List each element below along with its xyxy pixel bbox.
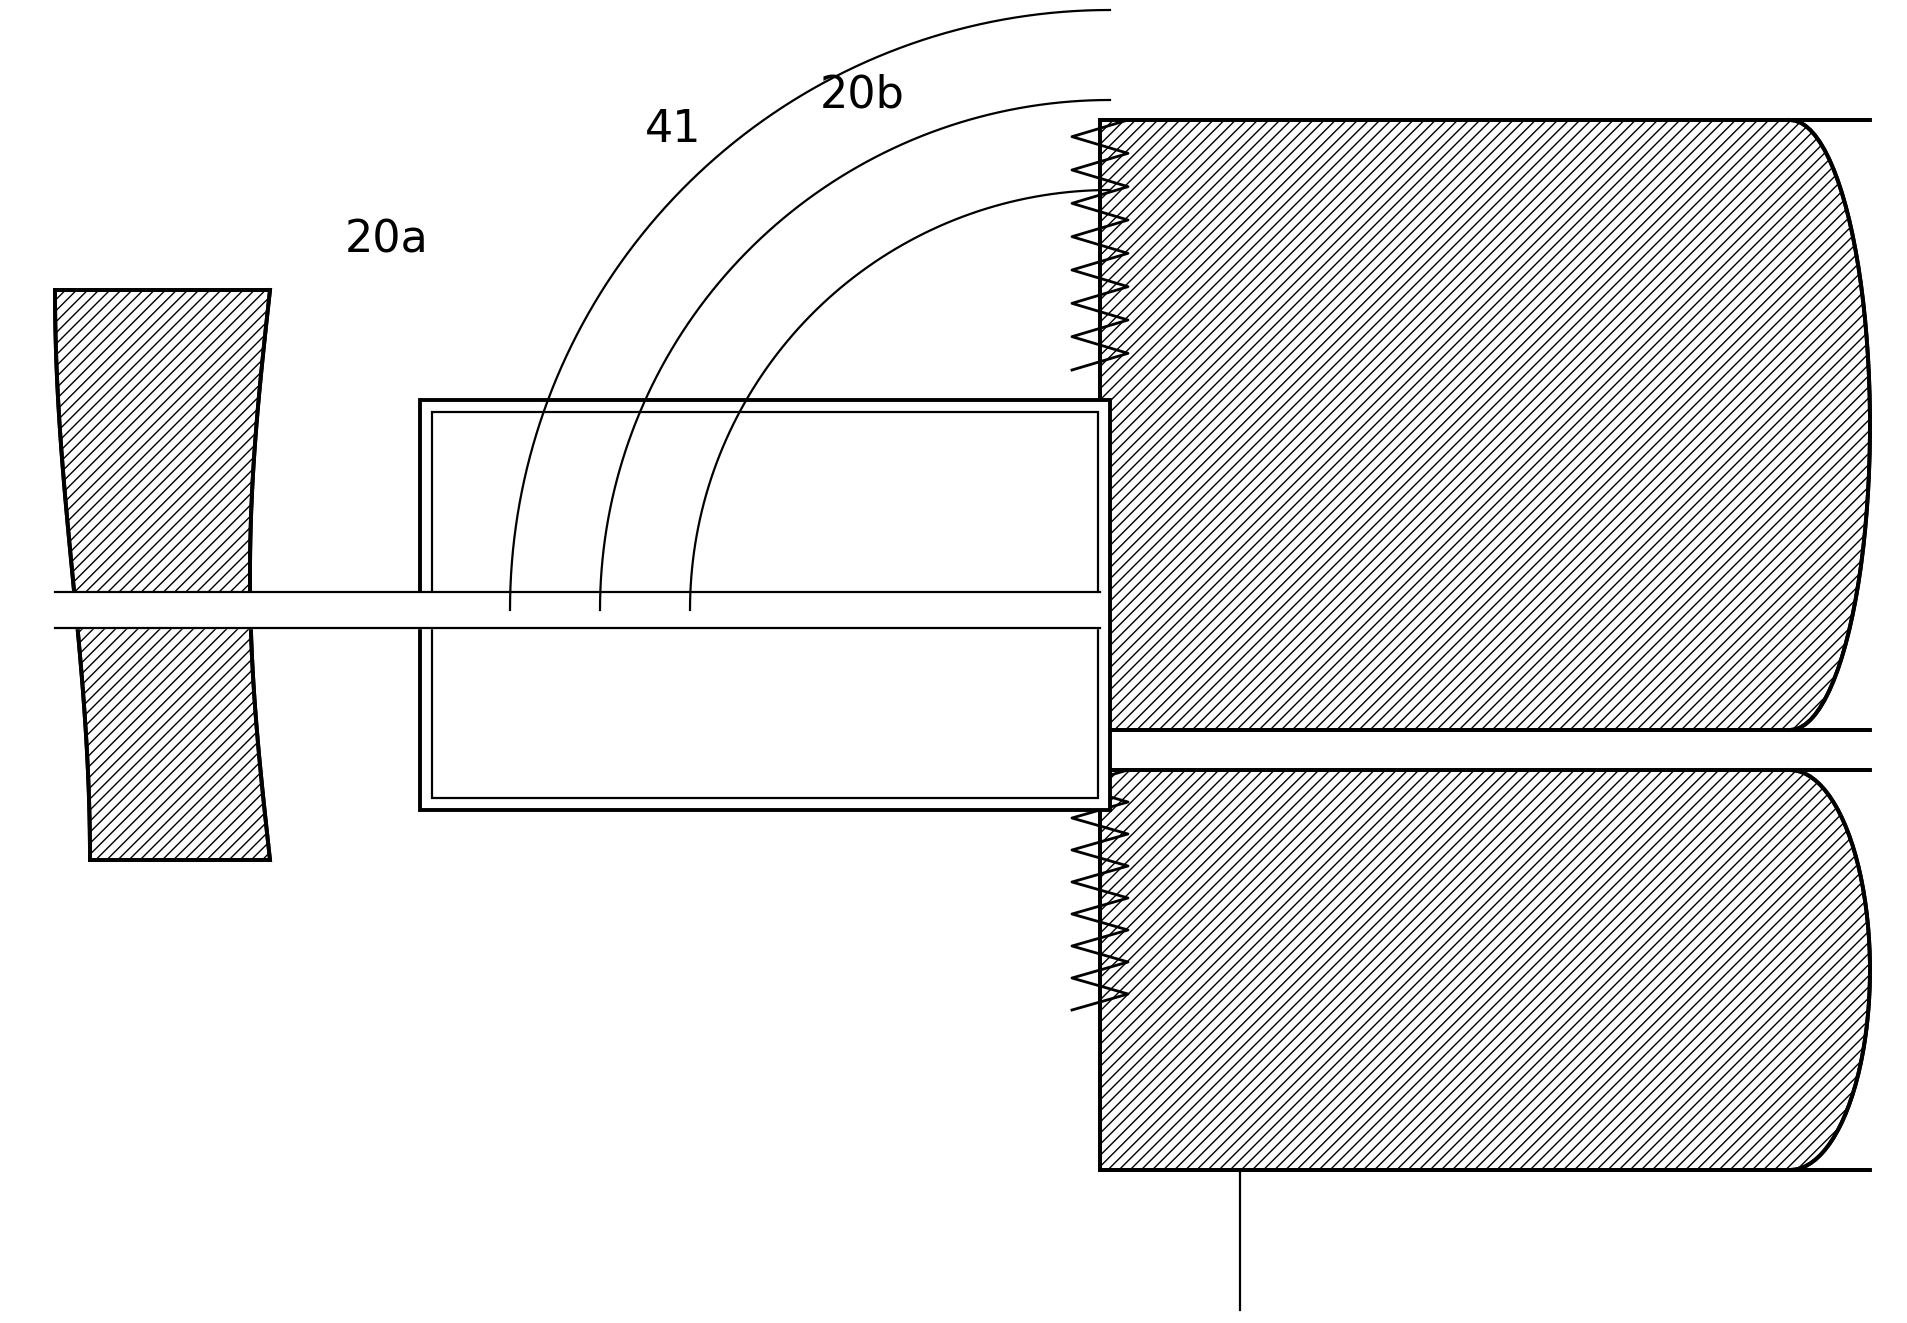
Bar	[456, 441, 789, 534]
Bar	[456, 630, 789, 730]
Bar	[830, 441, 1095, 534]
Text: 20b: 20b	[820, 74, 906, 116]
Polygon shape	[1100, 120, 1871, 730]
Polygon shape	[1100, 770, 1871, 1170]
Bar	[433, 411, 1098, 798]
Bar	[620, 534, 1011, 624]
Bar	[420, 400, 1110, 810]
Bar	[830, 630, 1095, 730]
Text: 20a: 20a	[345, 218, 429, 262]
Text: 41: 41	[645, 108, 702, 152]
Polygon shape	[55, 290, 271, 860]
